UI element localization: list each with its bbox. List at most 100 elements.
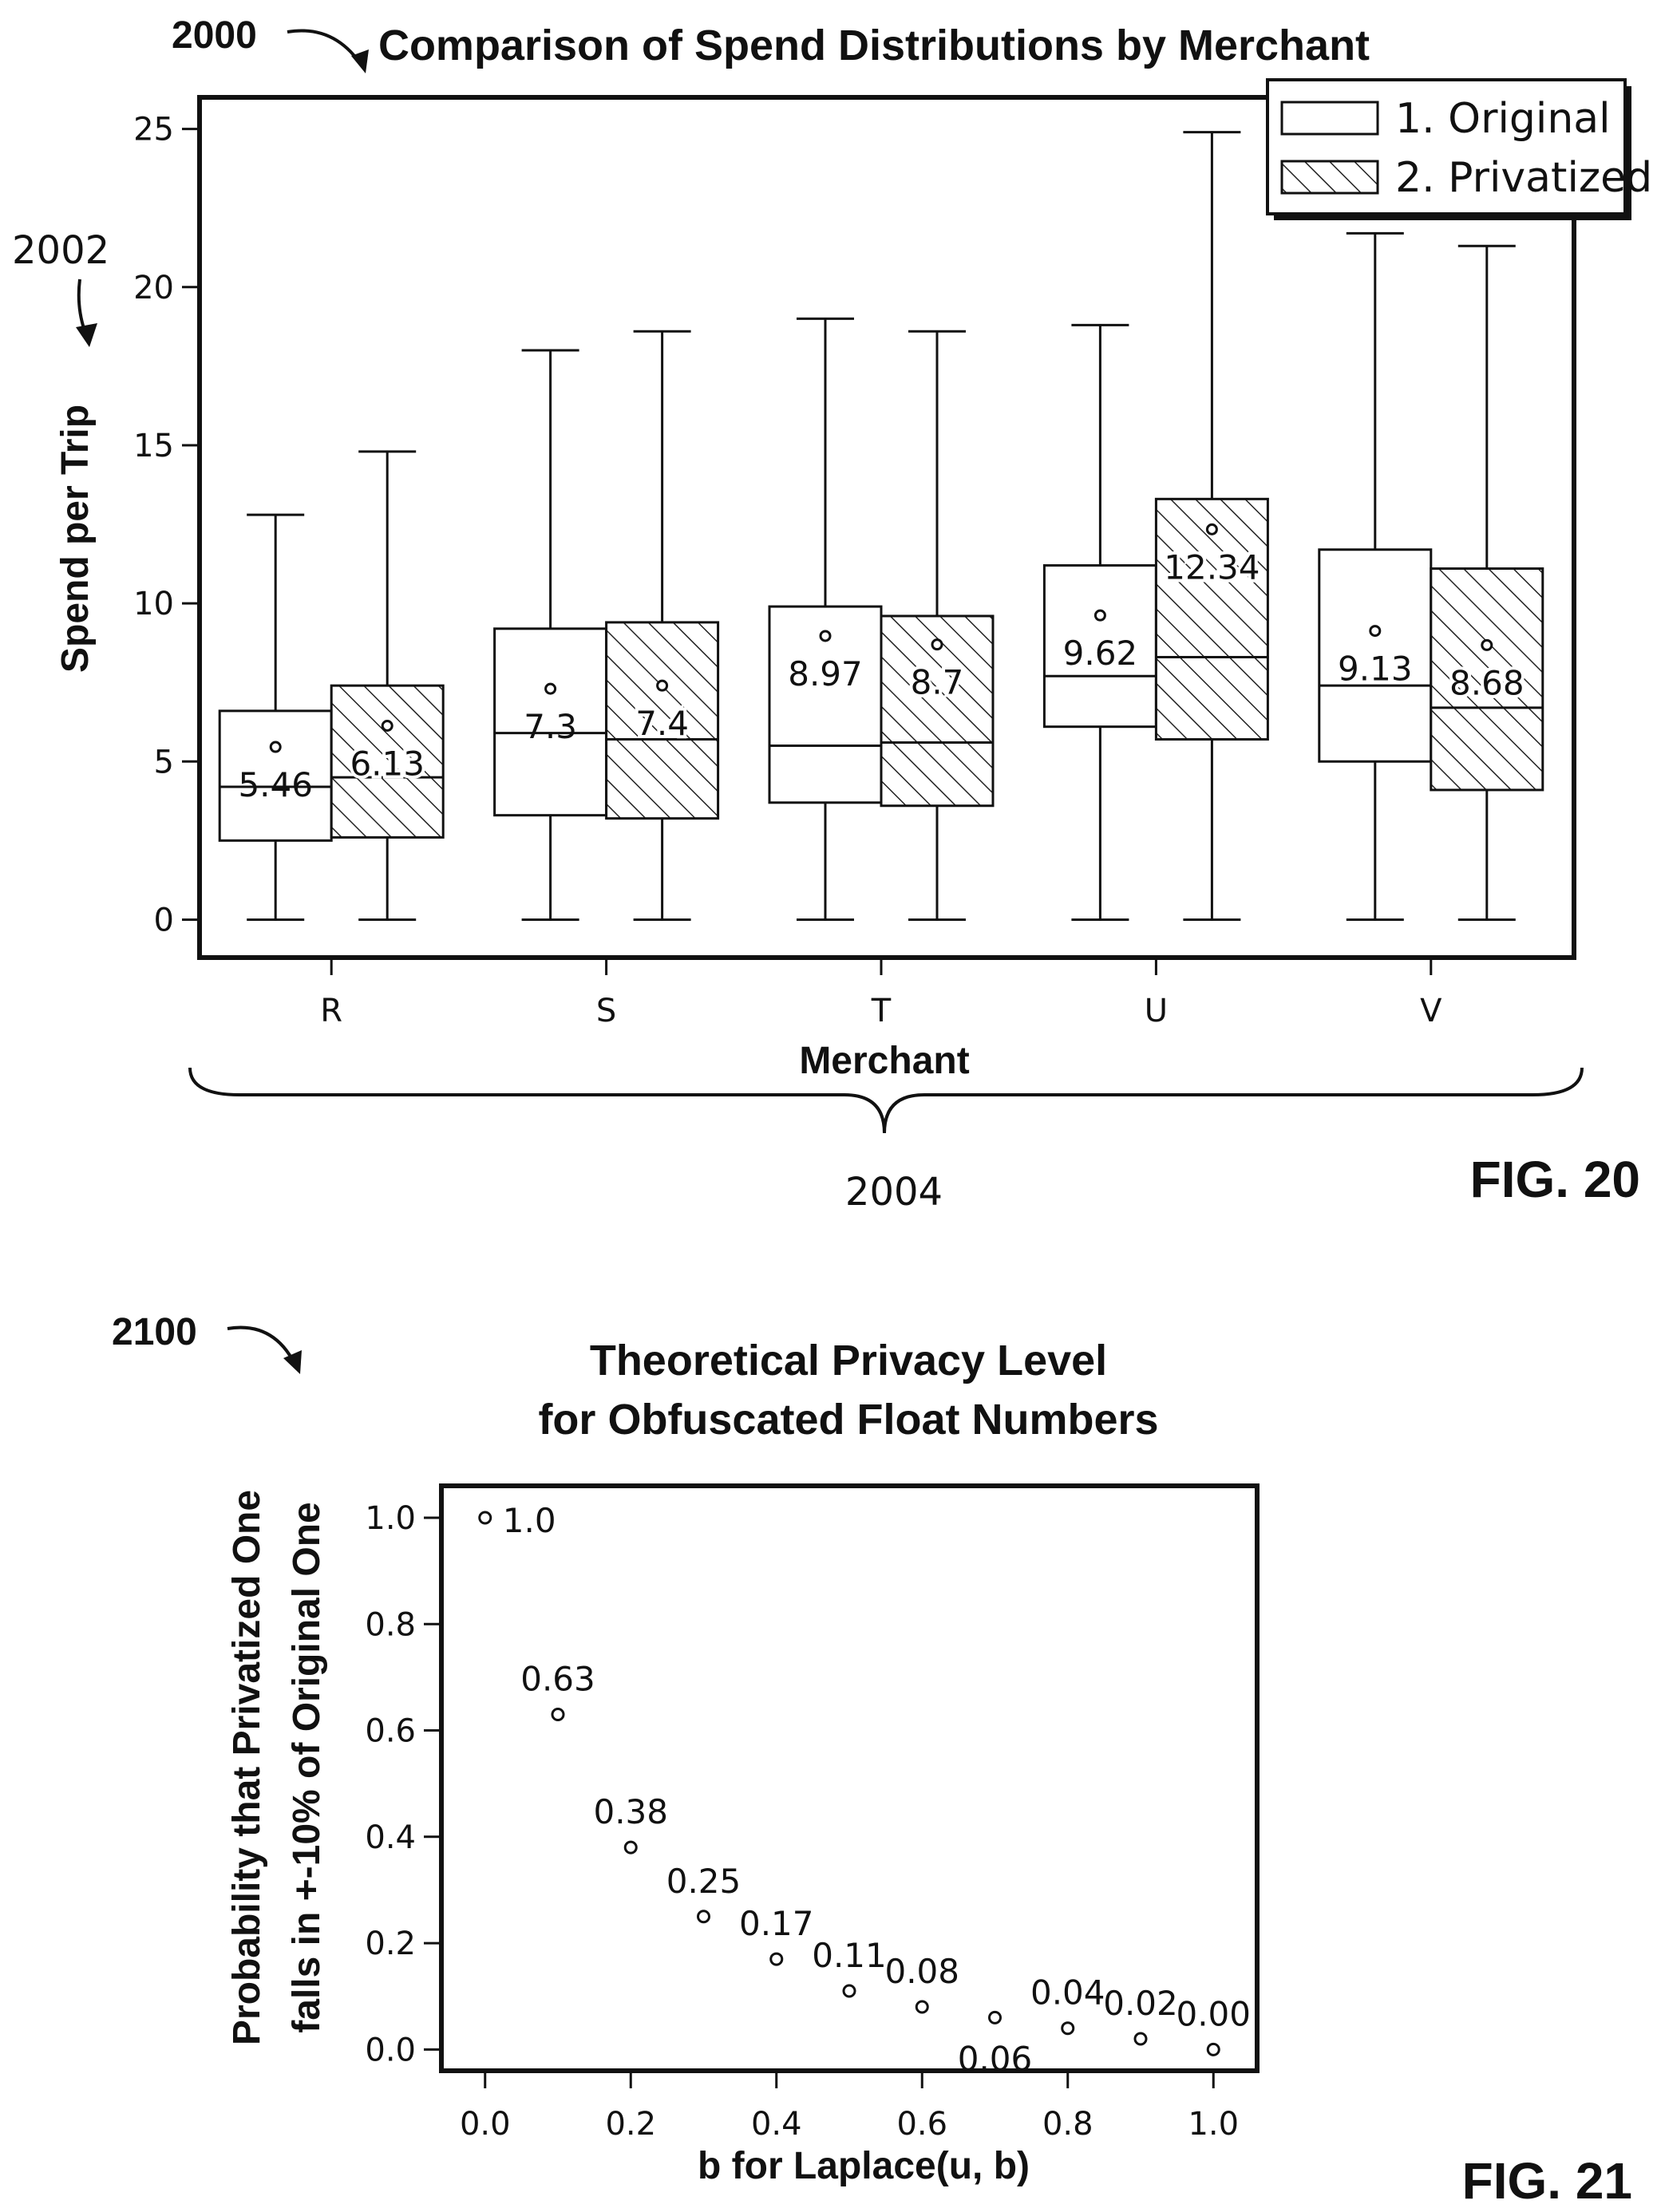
box-mean-marker: [1205, 523, 1218, 535]
y-tick-label: 0.8: [365, 1606, 416, 1643]
box-mean-label: 9.62: [1063, 634, 1138, 673]
fig21-y-axis-label-line-2: falls in +-10% of Original One: [286, 1502, 328, 2032]
box-mean-label: 12.34: [1164, 547, 1260, 587]
fig21-title-line-2: for Obfuscated Float Numbers: [538, 1396, 1158, 1444]
scatter-point: [988, 2010, 1002, 2024]
point-label: 0.00: [1176, 1994, 1251, 2033]
fig20-brace: [188, 1067, 1584, 1134]
y-tick-label: 15: [133, 428, 174, 464]
point-label: 0.06: [958, 2039, 1033, 2078]
point-label: 0.25: [666, 1862, 741, 1901]
box-mean-marker: [1369, 625, 1382, 638]
fig21-ref-number: 2100: [112, 1311, 197, 1353]
point-label: 0.02: [1103, 1984, 1178, 2023]
fig20-legend: 1. Original 2. Privatized: [1266, 78, 1652, 220]
box-mean-marker: [819, 630, 832, 642]
point-label: 0.04: [1030, 1973, 1105, 2013]
box-mean-marker: [1481, 638, 1493, 651]
box-mean-label: 9.13: [1338, 650, 1413, 689]
scatter-point: [915, 2000, 929, 2014]
legend-swatch-privatized: [1280, 160, 1379, 195]
box-mean-label: 8.97: [788, 654, 863, 693]
y-tick-label: 10: [133, 586, 174, 622]
y-tick-label: 0: [154, 902, 174, 938]
fig20-label: FIG. 20: [1470, 1151, 1640, 1208]
fig21-x-axis-label: b for Laplace(u, b): [698, 2145, 1030, 2187]
fig21-y-axis-label-line-1: Probability that Privatized One: [226, 1490, 268, 2045]
scatter-point: [1061, 2021, 1075, 2036]
scatter-point: [769, 1952, 784, 1966]
box-mean-label: 8.7: [911, 663, 964, 702]
x-tick-label: V: [1420, 993, 1442, 1029]
y-tick-label: 1.0: [365, 1500, 416, 1537]
x-tick-label: T: [871, 993, 892, 1029]
scatter-point: [623, 1840, 638, 1855]
fig21-title-line-1: Theoretical Privacy Level: [590, 1337, 1107, 1384]
legend-swatch-original: [1280, 101, 1379, 136]
fig20-x-ref-number: 2004: [845, 1170, 943, 1215]
box-iqr: [1430, 567, 1544, 792]
x-tick-label: U: [1145, 993, 1168, 1029]
y-tick-label: 0.2: [365, 1926, 416, 1962]
fig20-title: Comparison of Spend Distributions by Mer…: [378, 22, 1370, 69]
point-label: 0.38: [593, 1792, 668, 1831]
x-tick-label: 0.2: [605, 2106, 656, 2143]
box-mean-label: 7.4: [635, 704, 689, 743]
box-iqr: [218, 709, 333, 842]
box-mean-marker: [381, 719, 393, 732]
x-tick-label: S: [596, 993, 616, 1029]
y-tick-label: 5: [154, 744, 174, 780]
fig20-plot-frame: [197, 95, 1576, 960]
fig20-y-axis-label: Spend per Trip: [54, 405, 97, 673]
x-tick-label: 0.0: [460, 2106, 511, 2143]
y-tick-label: 25: [133, 112, 174, 148]
scatter-point: [842, 1984, 856, 1998]
scatter-point: [1206, 2042, 1220, 2056]
box-mean-marker: [931, 638, 943, 651]
x-tick-label: 0.6: [896, 2106, 947, 2143]
box-iqr: [1318, 548, 1433, 763]
point-label: 0.11: [812, 1936, 887, 1975]
fig20-x-axis-label: Merchant: [799, 1040, 969, 1082]
legend-label-privatized: 2. Privatized: [1395, 154, 1652, 202]
legend-label-original: 1. Original: [1395, 95, 1611, 143]
box-iqr: [330, 684, 445, 839]
fig21-plot-frame: [439, 1483, 1260, 2073]
box-iqr: [1042, 564, 1157, 729]
scatter-point: [478, 1511, 492, 1525]
fig20-ref-number: 2000: [172, 14, 257, 57]
y-tick-label: 0.0: [365, 2032, 416, 2068]
fig20-plot-area: 0 5 10 15 20 25 R 5.46 6.13 S 7.3 7.4 T 8.97 8.7 U 9.62 1…: [133, 78, 1652, 1029]
fig21-ref-arrowhead: [283, 1350, 302, 1374]
scatter-point: [1133, 2032, 1148, 2046]
y-tick-label: 0.4: [365, 1819, 416, 1856]
y-tick-label: 0.6: [365, 1713, 416, 1750]
fig20-y-ref-arrowhead: [76, 323, 97, 347]
scatter-point: [551, 1708, 565, 1722]
box-mean-label: 7.3: [524, 707, 577, 746]
box-mean-marker: [656, 679, 669, 692]
fig20-ref-arrow: [287, 29, 365, 69]
point-label: 0.63: [520, 1660, 595, 1699]
point-label: 0.17: [739, 1904, 814, 1943]
scatter-point: [697, 1910, 710, 1924]
box-mean-label: 6.13: [350, 744, 425, 783]
x-tick-label: R: [320, 993, 342, 1029]
box-mean-label: 8.68: [1449, 663, 1525, 702]
point-label: 0.08: [884, 1952, 959, 1991]
box-mean-marker: [1093, 609, 1106, 622]
x-tick-label: 1.0: [1188, 2106, 1239, 2143]
box-mean-label: 5.46: [238, 765, 313, 804]
fig21-plot-area: 0.0 0.2 0.4 0.6 0.8 1.0 0.0 0.2 0.4 0.6 0.8 1.0 1.0 0…: [365, 1483, 1260, 2143]
y-tick-label: 20: [133, 270, 174, 306]
x-tick-label: 0.8: [1042, 2106, 1093, 2143]
fig20-ref-arrowhead: [351, 49, 369, 73]
box-iqr: [605, 621, 720, 820]
box-iqr: [1154, 497, 1269, 741]
box-mean-marker: [269, 741, 282, 753]
box-mean-marker: [544, 682, 557, 695]
point-label: 1.0: [503, 1501, 556, 1540]
x-tick-label: 0.4: [751, 2106, 802, 2143]
fig21-ref-arrow: [227, 1325, 299, 1369]
